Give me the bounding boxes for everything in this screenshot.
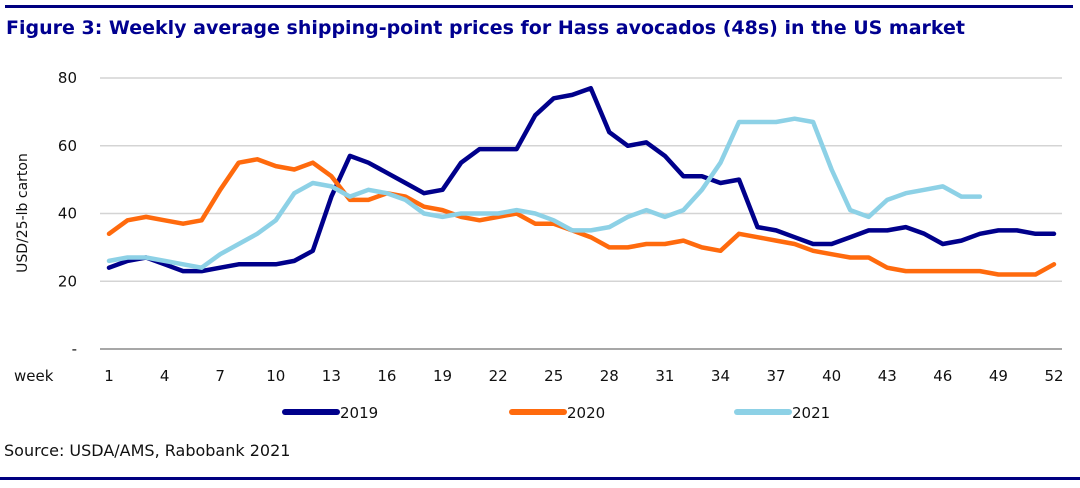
gridlines	[100, 77, 1062, 350]
x-tick-label: 25	[544, 367, 563, 385]
x-axis-ticks: 1 4 7 10 13 16 19 22 25 28 31 34 37 40 43 46 49 52	[104, 367, 1063, 385]
x-tick-label: 13	[322, 367, 341, 385]
x-tick-label: 31	[655, 367, 674, 385]
legend-item-2019: 2019	[282, 404, 378, 422]
x-axis-label: week	[14, 367, 54, 385]
x-tick-label: 34	[711, 367, 730, 385]
x-tick-label: 40	[822, 367, 841, 385]
y-tick-label: 40	[58, 205, 77, 223]
legend-label: 2019	[340, 404, 378, 422]
x-tick-label: 46	[933, 367, 952, 385]
top-rule	[5, 5, 1073, 8]
legend-item-2021: 2021	[734, 404, 830, 422]
y-tick-label: 20	[58, 272, 77, 290]
series-line-2021	[106, 116, 983, 270]
y-axis-label: USD/25-lb carton	[15, 153, 31, 273]
x-tick-label: 49	[989, 367, 1008, 385]
x-tick-label: 10	[266, 367, 285, 385]
legend-item-2020: 2020	[509, 404, 605, 422]
legend-label: 2020	[567, 404, 605, 422]
legend-label: 2021	[792, 404, 830, 422]
bottom-rule	[0, 477, 1080, 480]
series-lines	[106, 85, 1057, 277]
legend: 2019 2020 2021	[282, 404, 830, 422]
series-line-2019	[106, 85, 1057, 274]
x-tick-label: 16	[377, 367, 396, 385]
x-tick-label: 7	[215, 367, 225, 385]
series-line-2020	[106, 157, 1057, 277]
source-note: Source: USDA/AMS, Rabobank 2021	[4, 441, 291, 460]
x-tick-label: 52	[1044, 367, 1063, 385]
x-tick-label: 37	[767, 367, 786, 385]
y-tick-label: 80	[58, 69, 77, 87]
x-tick-label: 1	[104, 367, 114, 385]
figure-title: Figure 3: Weekly average shipping-point …	[6, 17, 966, 39]
y-tick-label: 60	[58, 137, 77, 155]
x-tick-label: 22	[489, 367, 508, 385]
x-tick-label: 28	[600, 367, 619, 385]
x-tick-label: 43	[878, 367, 897, 385]
y-axis-ticks: - 20 40 60 80	[58, 69, 77, 358]
x-tick-label: 19	[433, 367, 452, 385]
y-tick-label: -	[72, 340, 77, 358]
x-tick-label: 4	[160, 367, 170, 385]
